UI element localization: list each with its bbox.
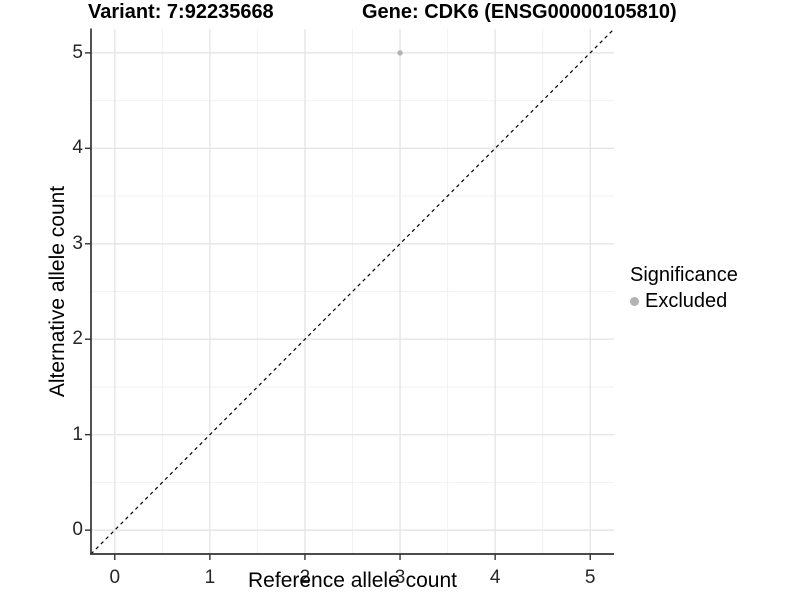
legend: Significance Excluded <box>630 263 738 314</box>
y-tick-label: 4 <box>72 137 83 159</box>
x-tick-label: 0 <box>109 567 121 588</box>
variant-title: Variant: 7:92235668 <box>88 1 274 23</box>
x-tick-label: 5 <box>584 567 596 588</box>
y-tick-label: 2 <box>72 328 83 350</box>
x-axis-title: Reference allele count <box>248 569 457 592</box>
y-axis-title: Alternative allele count <box>46 185 69 398</box>
legend-item-label: Excluded <box>645 289 728 312</box>
legend-title: Significance <box>630 264 738 286</box>
y-tick-label: 5 <box>72 41 83 63</box>
gene-title: Gene: CDK6 (ENSG00000105810) <box>362 1 677 23</box>
data-point <box>397 50 403 56</box>
legend-item-excluded: Excluded <box>630 288 738 314</box>
y-tick-label: 0 <box>72 519 83 541</box>
identity-reference-line <box>90 28 615 555</box>
x-tick-label: 4 <box>489 567 501 588</box>
plot-canvas <box>85 28 615 560</box>
y-tick-label: 3 <box>72 232 83 254</box>
x-tick-label: 3 <box>394 567 406 588</box>
x-tick-label: 2 <box>299 567 311 588</box>
y-tick-label: 1 <box>72 423 83 445</box>
x-tick-label: 1 <box>204 567 216 588</box>
legend-point-icon <box>630 296 639 306</box>
